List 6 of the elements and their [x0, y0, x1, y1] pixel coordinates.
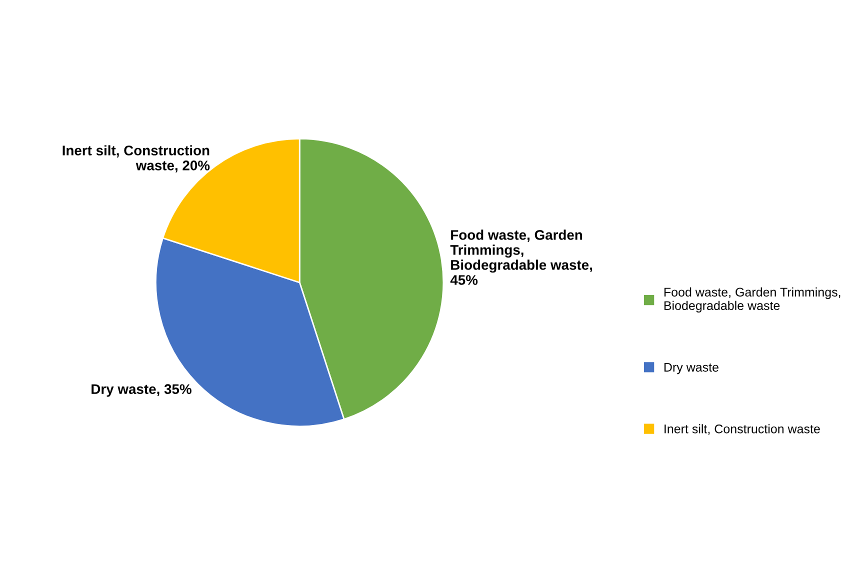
legend-label: Dry waste — [664, 362, 718, 374]
data-label: Dry waste, 35% — [92, 384, 192, 397]
data-label: Inert silt, Construction waste, 20% — [62, 145, 210, 172]
legend-label: Inert silt, Construction waste — [664, 424, 820, 435]
legend-label: Food waste, Garden Trimmings, Biodegradable waste — [664, 287, 840, 313]
data-label: Food waste, Garden Trimmings, Biodegradable waste, 45% — [450, 230, 592, 285]
